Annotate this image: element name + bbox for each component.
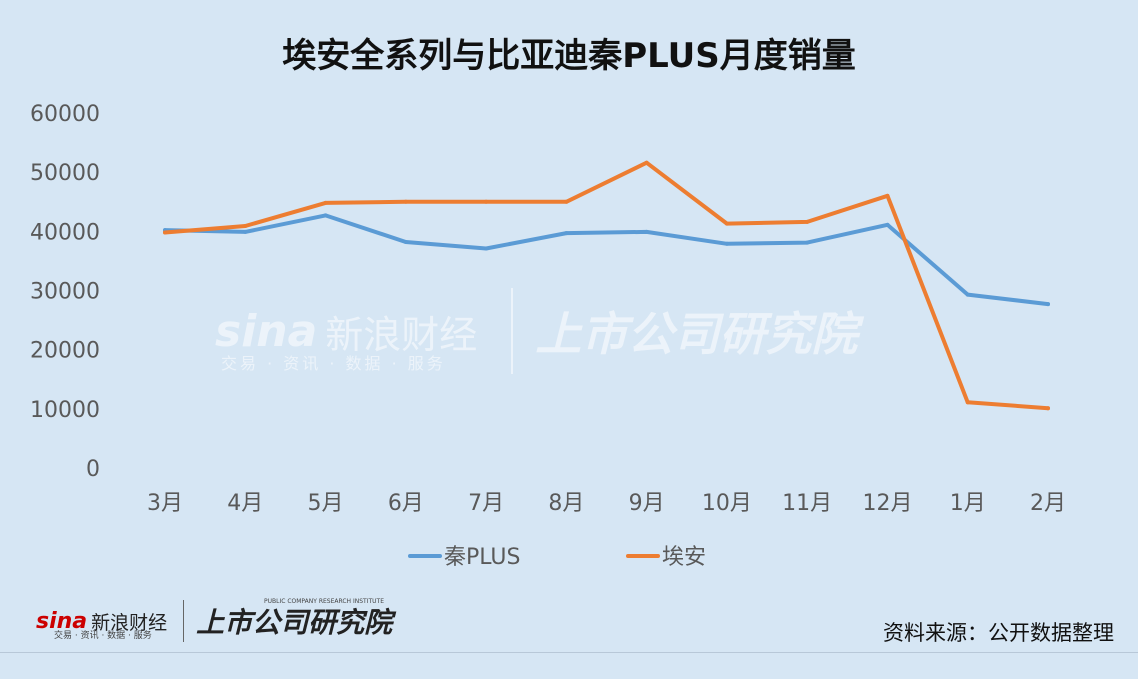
y-tick-label: 30000 — [30, 280, 100, 305]
data-point — [724, 241, 729, 246]
legend-label: 埃安 — [662, 545, 706, 570]
watermark-divider — [511, 288, 514, 374]
data-point — [403, 199, 408, 204]
data-point — [965, 292, 970, 297]
y-tick-label: 20000 — [30, 339, 100, 364]
data-point — [564, 231, 569, 236]
watermark-subtitle: 交易 · 资讯 · 数据 · 服务 — [221, 354, 446, 373]
x-tick-label: 5月 — [308, 491, 344, 516]
data-point — [403, 239, 408, 244]
data-point — [484, 199, 489, 204]
data-point — [1046, 406, 1050, 411]
series-lines — [163, 160, 1050, 411]
data-point — [243, 229, 248, 234]
x-tick-label: 12月 — [862, 491, 912, 516]
data-point — [805, 240, 810, 245]
legend-label: 秦PLUS — [444, 545, 521, 570]
data-point — [885, 193, 890, 198]
line-chart: 0 10000 20000 30000 40000 50000 60000 3月 4月 5月 6月… — [30, 102, 1066, 570]
series-line-0 — [163, 213, 1050, 307]
data-point — [805, 219, 810, 224]
x-tick-label: 11月 — [782, 491, 832, 516]
data-point — [564, 199, 569, 204]
chart-title: 埃安全系列与比亚迪秦PLUS月度销量 — [282, 36, 856, 76]
y-tick-label: 60000 — [30, 102, 100, 127]
footer-brand: sina 新浪财经 交易 · 资讯 · 数据 · 服务 上市公司研究院 PUBL… — [36, 598, 393, 642]
data-point — [484, 246, 489, 251]
data-point — [1046, 302, 1050, 307]
y-tick-label: 40000 — [30, 220, 100, 245]
footer-divider — [183, 600, 185, 642]
x-tick-label: 2月 — [1030, 491, 1066, 516]
x-tick-label: 3月 — [147, 491, 183, 516]
watermark-sina-logo: sina — [215, 305, 318, 357]
footer-institute-en: PUBLIC COMPANY RESEARCH INSTITUTE — [264, 598, 384, 605]
data-point — [644, 160, 649, 165]
data-point — [163, 230, 167, 235]
bottom-divider — [0, 652, 1138, 653]
x-tick-label: 9月 — [629, 491, 665, 516]
y-tick-label: 10000 — [30, 398, 100, 423]
x-tick-label: 4月 — [227, 491, 263, 516]
data-point — [644, 229, 649, 234]
series-line-1 — [163, 160, 1050, 411]
data-point — [965, 400, 970, 405]
x-tick-label: 7月 — [468, 491, 504, 516]
footer-subtitle: 交易 · 资讯 · 数据 · 服务 — [54, 631, 152, 641]
data-point — [724, 221, 729, 226]
data-point — [243, 224, 248, 229]
footer-brand-cn: 新浪财经 — [91, 611, 168, 634]
x-tick-label: 6月 — [388, 491, 424, 516]
x-tick-label: 10月 — [702, 491, 752, 516]
data-point — [323, 200, 328, 205]
data-point — [323, 213, 328, 218]
legend: 秦PLUS 埃安 — [408, 545, 706, 570]
footer-sina-logo: sina — [36, 608, 88, 634]
footer-institute: 上市公司研究院 — [196, 606, 393, 639]
y-tick-label: 0 — [86, 457, 100, 482]
x-tick-label: 1月 — [950, 491, 986, 516]
watermark-institute: 上市公司研究院 — [535, 307, 858, 361]
x-axis: 3月 4月 5月 6月 7月 8月 9月 10月 11月 12月 1月 2月 — [147, 491, 1066, 516]
watermark-brand-cn: 新浪财经 — [325, 312, 478, 357]
data-point — [885, 222, 890, 227]
y-tick-label: 50000 — [30, 161, 100, 186]
data-source: 资料来源：公开数据整理 — [883, 621, 1114, 645]
y-axis: 0 10000 20000 30000 40000 50000 60000 — [30, 102, 100, 482]
watermark: sina 新浪财经 交易 · 资讯 · 数据 · 服务 上市公司研究院 — [215, 288, 857, 374]
x-tick-label: 8月 — [548, 491, 584, 516]
